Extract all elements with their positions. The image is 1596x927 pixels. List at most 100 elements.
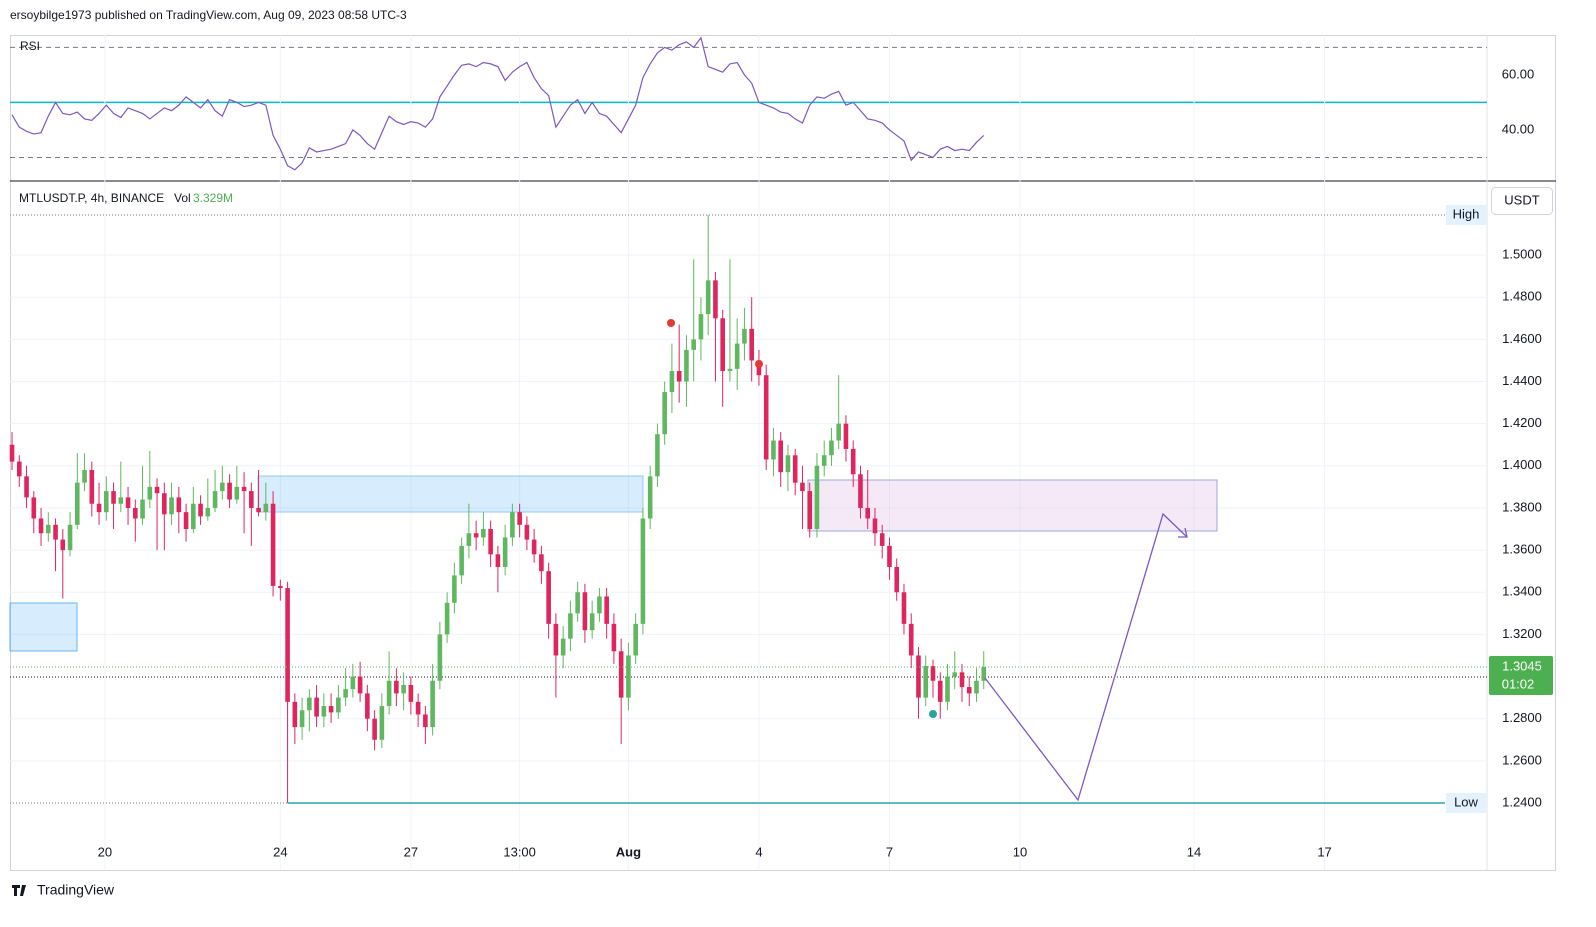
candle-body [430,680,435,728]
candle-body [299,710,305,728]
price-tick-label: 1.4600 [1502,331,1542,346]
candle-body [966,687,972,694]
last-price-tag [1489,656,1553,696]
candle-body [328,706,334,713]
candle-body [611,623,617,652]
candle-body [952,672,958,677]
candle-body [553,623,559,656]
candle-body [604,596,609,624]
candle-body [133,507,138,519]
candle-body [575,592,580,614]
candle-body [916,655,921,698]
candle-body [292,701,298,728]
candle-body [850,448,856,475]
candle-body [394,680,399,694]
candle-body [814,465,820,530]
candle-body [307,697,312,711]
currency-button[interactable] [1491,187,1553,215]
price-tick-label: 1.4400 [1502,373,1542,388]
candle-body [524,524,530,540]
candle-body [96,503,102,513]
candle-body [676,370,682,382]
candle-body [981,667,987,681]
candle-body [372,718,377,740]
candle-body [843,423,849,449]
last-price: 1.3045 [1502,658,1542,673]
grid [10,35,1487,870]
price-tick-label: 1.3200 [1502,626,1542,641]
candle-body [879,533,885,546]
time-tick-label: Aug [616,844,641,859]
volume-label: Vol [174,191,191,205]
candle-body [488,529,493,555]
candle-body [74,482,80,525]
low-label: Low [1454,794,1478,809]
candle-body [89,470,95,504]
candle-body [771,440,776,460]
candle-body [959,672,965,688]
candle-body [937,680,943,702]
price-tick-label: 1.4000 [1502,457,1542,472]
candle-body [140,499,145,519]
candle-body [38,518,44,534]
marks [9,36,1487,804]
candle-body [792,455,798,483]
frame [10,35,1556,871]
time-tick-label: 27 [404,844,418,859]
candle-body [742,328,747,344]
price-tick-label: 1.3600 [1502,542,1542,557]
candle-body [865,507,871,519]
price-tick-label: 1.2800 [1502,710,1542,725]
candle-body [314,697,319,717]
candle-body [162,493,167,515]
high-label: High [1453,206,1480,221]
candle-body [31,497,37,519]
signal-dot [929,710,937,718]
candle-body [589,613,595,631]
footer: TradingView [37,882,115,898]
candle-body [705,280,711,315]
candle-body [626,655,631,698]
price-tick-label: 1.3400 [1502,584,1542,599]
candle-body [147,486,153,500]
candle-body [118,497,124,504]
candle-body [669,370,675,393]
currency[interactable]: USDT [1504,192,1539,207]
candle-body [829,440,834,456]
candle-body [502,537,508,567]
candle-body [386,680,392,707]
candle-body [285,588,290,702]
arrow-head [1178,527,1188,538]
candle-body [763,375,769,460]
zone [9,602,78,652]
candle-body [125,497,131,508]
candle-body [887,545,892,567]
signal-dot [755,360,763,368]
candle-body [9,444,15,462]
candle-body [647,476,653,519]
countdown: 01:02 [1502,676,1535,691]
candle-body [263,503,269,513]
time-tick-label: 7 [886,844,893,859]
candle-body [336,697,341,713]
candle-body [495,554,501,567]
candle-body [191,503,196,530]
candle-body [727,368,733,371]
header: ersoybilge1973 published on TradingView.… [10,8,407,22]
projection-arrow [984,512,1188,802]
candle-body [481,529,486,538]
candle-body [270,503,276,586]
candle-body [720,318,725,371]
candle-body [423,714,428,728]
candle-body [749,328,754,361]
candle-body [452,575,457,603]
candle-body [60,539,66,551]
candle-body [321,706,327,717]
candle-body [698,314,704,340]
candle-body [901,592,907,624]
candle-body [539,554,544,572]
candle-body [908,623,914,656]
time-tick-label: 13:00 [503,844,536,859]
candle-body [531,539,537,555]
price-tick-label: 1.4200 [1502,415,1542,430]
